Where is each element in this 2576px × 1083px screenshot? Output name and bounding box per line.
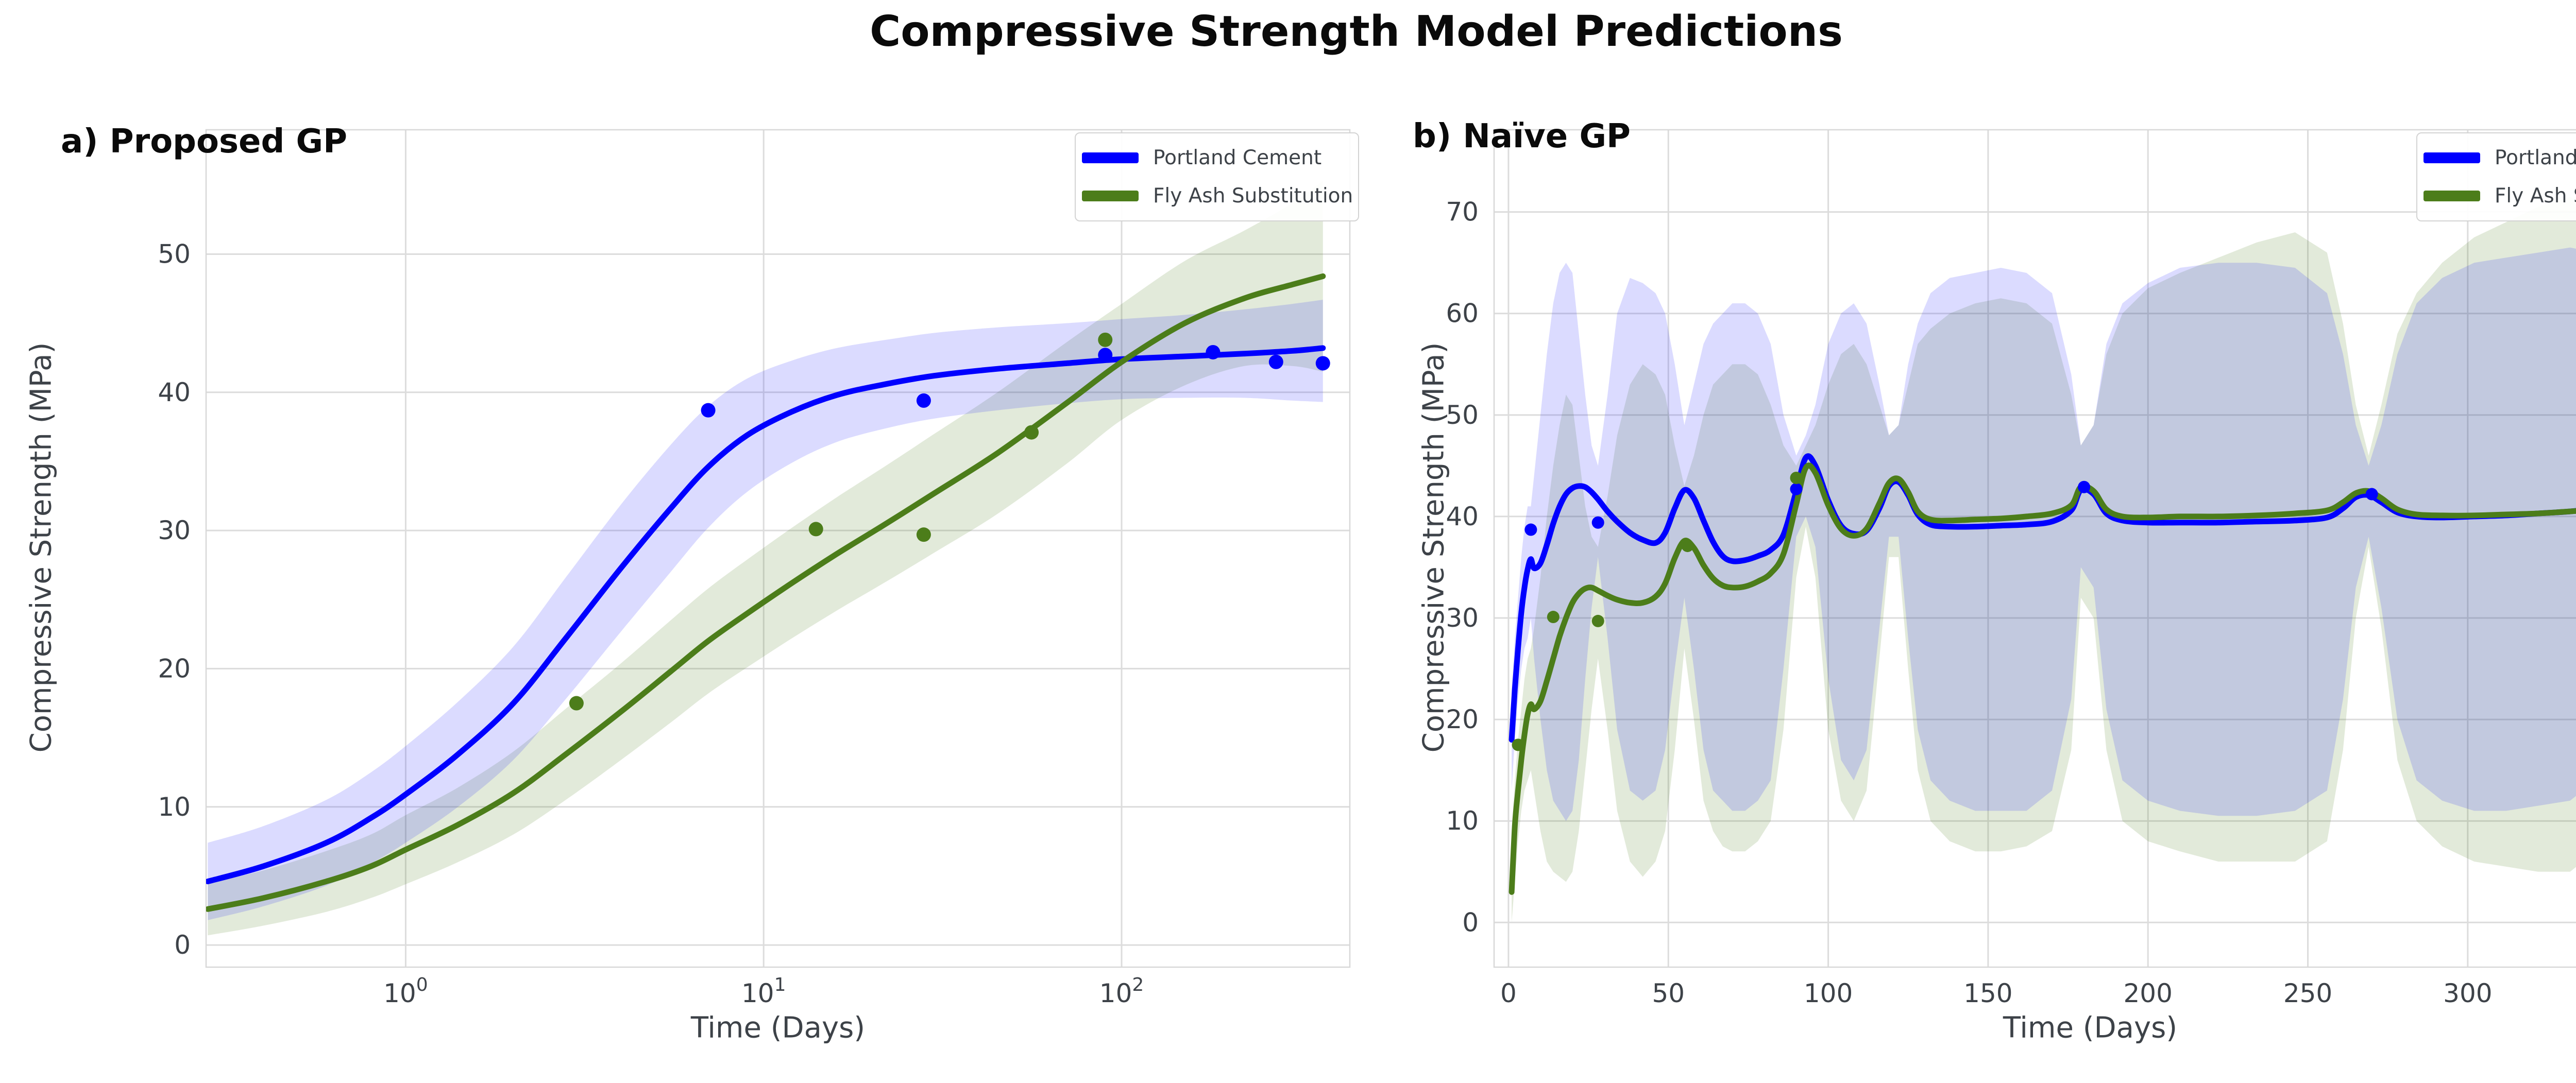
x-tick-label: 101	[741, 974, 786, 1008]
y-tick-label: 0	[1462, 907, 1479, 937]
portland-data-point	[701, 403, 716, 418]
flyash-line-swatch	[1082, 191, 1139, 202]
flyash-mean-line	[1509, 462, 2576, 895]
y-axis-label-a: Compressive Strength (MPa)	[24, 342, 58, 753]
plot-area	[1509, 197, 2576, 923]
legend-label-flyash: Fly Ash Substitution	[1153, 184, 1353, 208]
y-tick-label: 50	[158, 239, 191, 269]
y-tick-label: 10	[1446, 806, 1479, 836]
portland-data-point	[2078, 480, 2091, 493]
y-tick-label: 20	[1446, 704, 1479, 734]
legend-item-portland: Portland Cement	[1076, 146, 1358, 169]
legend-label-flyash: Fly Ash Substitution	[2495, 184, 2576, 208]
plot-area	[206, 181, 1330, 936]
portland-data-point	[1591, 516, 1604, 529]
subplot-b-title: b) Naïve GP	[1413, 117, 1631, 156]
y-axis-label-b: Compressive Strength (MPa)	[1417, 342, 1451, 753]
y-tick-label: 60	[1446, 299, 1479, 329]
x-tick-label: 100	[1804, 978, 1853, 1008]
portland-data-point	[916, 393, 931, 408]
flyash-data-point	[1024, 425, 1039, 440]
x-tick-label: 200	[2123, 978, 2172, 1008]
legend-label-portland: Portland Cement	[1153, 146, 1322, 169]
flyash-mean-line	[206, 273, 1326, 912]
subplot-a: 0 10 20 30 40 50 100 101 102	[158, 129, 1351, 1008]
legend-item-portland: Portland Cement	[2417, 146, 2576, 169]
y-tick-label: 30	[158, 515, 191, 545]
y-tick-label: 0	[174, 930, 191, 960]
portland-data-point	[1790, 483, 1803, 495]
y-tick-label: 10	[158, 792, 191, 822]
x-axis-label-b: Time (Days)	[2003, 1011, 2178, 1045]
portland-data-point	[1098, 348, 1113, 363]
flyash-data-point	[1098, 332, 1113, 347]
portland-uncertainty-band	[1512, 247, 2576, 821]
flyash-line-swatch	[2424, 191, 2480, 202]
axes-border	[205, 129, 1351, 968]
figure-title: Compressive Strength Model Predictions	[870, 7, 1843, 56]
flyash-data-point	[1512, 738, 1524, 751]
y-tick-label: 40	[1446, 502, 1479, 531]
y-tick-label: 20	[158, 654, 191, 683]
portland-data-point	[1524, 523, 1537, 536]
flyash-data-point	[1790, 472, 1803, 485]
flyash-uncertainty-band	[1512, 197, 2576, 923]
flyash-data-point	[1547, 611, 1560, 624]
x-tick-label: 300	[2443, 978, 2492, 1008]
flyash-data-point	[916, 527, 931, 542]
portland-data-point	[1268, 354, 1283, 369]
legend-item-flyash: Fly Ash Substitution	[1076, 184, 1358, 208]
portland-data-point	[1206, 345, 1221, 359]
subplot-a-title: a) Proposed GP	[61, 123, 347, 161]
portland-data-point	[1315, 356, 1330, 371]
flyash-data-point	[1681, 540, 1694, 553]
flyash-data-point	[808, 522, 823, 537]
subplot-b: 010203040506070050100150200250300350	[1446, 129, 2576, 1008]
x-tick-label: 250	[2283, 978, 2332, 1008]
x-tick-label: 150	[1963, 978, 2012, 1008]
x-tick-label: 0	[1500, 978, 1517, 1008]
y-tick-label: 30	[1446, 603, 1479, 633]
flyash-data-point	[569, 696, 584, 711]
portland-line-swatch	[1082, 152, 1139, 163]
x-axis-label-a: Time (Days)	[690, 1011, 866, 1045]
legend-item-flyash: Fly Ash Substitution	[2417, 184, 2576, 208]
x-tick-label: 100	[383, 974, 428, 1008]
x-tick-label: 50	[1652, 978, 1685, 1008]
legend-b: Portland Cement Fly Ash Substitution	[2416, 132, 2576, 221]
y-tick-label: 40	[158, 377, 191, 407]
portland-line-swatch	[2424, 152, 2480, 163]
legend-a: Portland Cement Fly Ash Substitution	[1075, 132, 1359, 221]
flyash-data-point	[1591, 614, 1604, 627]
y-tick-label: 50	[1446, 400, 1479, 430]
y-tick-label: 70	[1446, 197, 1479, 227]
flyash-uncertainty-band	[208, 181, 1323, 936]
portland-uncertainty-band	[208, 300, 1323, 920]
portland-data-point	[2365, 488, 2378, 501]
legend-label-portland: Portland Cement	[2495, 146, 2576, 169]
axes-border	[1493, 129, 2576, 968]
x-tick-label: 102	[1099, 974, 1144, 1008]
